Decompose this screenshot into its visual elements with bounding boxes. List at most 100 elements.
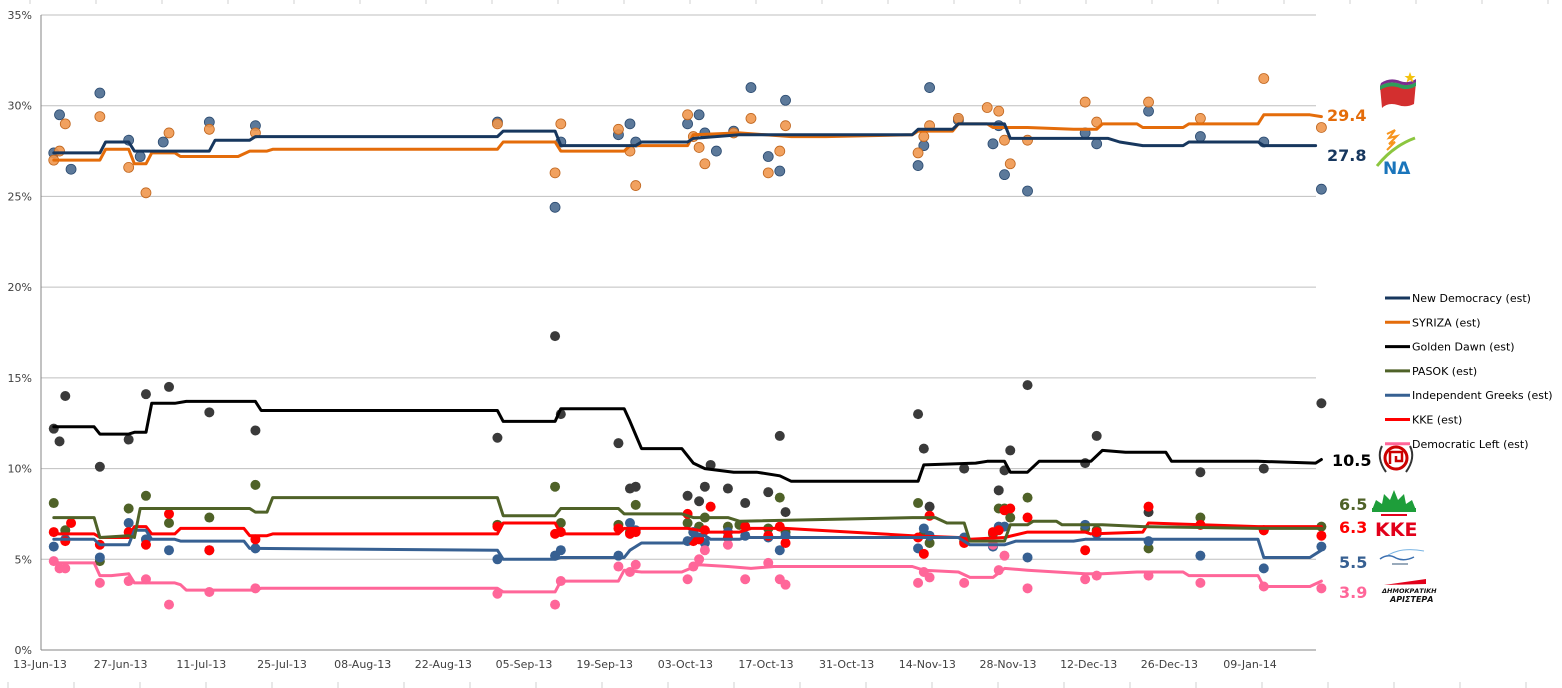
legend-label: New Democracy (est) — [1412, 292, 1531, 305]
end-value-label: 6.3 — [1339, 518, 1367, 537]
poll-point — [774, 545, 785, 556]
poll-point — [1143, 543, 1154, 554]
poll-point — [630, 499, 641, 510]
poll-point — [1258, 463, 1269, 474]
poll-point — [94, 577, 105, 588]
poll-point — [624, 518, 635, 528]
legend-label: Golden Dawn (est) — [1412, 341, 1515, 354]
x-tick-label: 25-Jul-13 — [257, 658, 307, 671]
poll-point — [999, 169, 1010, 181]
poll-point — [1316, 398, 1327, 409]
poll-point — [993, 525, 1004, 536]
poll-point — [924, 572, 935, 583]
poll-point — [1316, 541, 1327, 552]
points-democratic-left-est — [48, 539, 1327, 610]
poll-point — [60, 391, 71, 401]
x-tick-label: 13-Jun-13 — [13, 658, 67, 671]
end-value-label: 10.5 — [1332, 451, 1371, 470]
poll-point — [1258, 73, 1270, 84]
poll-point — [163, 127, 175, 139]
poll-point — [913, 409, 924, 420]
poll-point — [993, 105, 1005, 117]
poll-point — [682, 518, 693, 528]
poll-point — [693, 109, 705, 121]
y-tick-label: 5% — [15, 553, 32, 566]
end-value-label: 3.9 — [1339, 583, 1367, 602]
trend-line — [52, 113, 1323, 166]
poll-point — [682, 490, 693, 501]
legend-label: Independent Greeks (est) — [1412, 389, 1553, 402]
x-tick-label: 17-Oct-13 — [738, 658, 793, 671]
poll-point — [123, 503, 134, 514]
democratic-left-logo-icon: ΔΗΜΟΚΡΑΤΙΚΗ ΑΡΙΣΤΕΡΑ — [1381, 579, 1437, 604]
poll-point — [1143, 501, 1154, 512]
poll-point — [682, 109, 693, 121]
y-tick-label: 0% — [15, 644, 32, 657]
poll-point — [1258, 563, 1269, 574]
poll-point — [918, 523, 929, 534]
dimar-logo-line1: ΔΗΜΟΚΡΑΤΙΚΗ — [1381, 587, 1437, 595]
x-tick-label: 05-Sep-13 — [496, 658, 553, 671]
poll-point — [694, 554, 705, 565]
poll-point — [924, 510, 935, 521]
poll-point — [774, 492, 785, 503]
poll-point — [60, 563, 71, 574]
points-new-democracy-est — [48, 82, 1327, 213]
poll-point — [164, 518, 175, 528]
poll-point — [918, 131, 930, 142]
poll-point — [1022, 492, 1033, 503]
x-tick-label: 19-Sep-13 — [576, 658, 633, 671]
poll-point — [66, 518, 77, 528]
poll-point — [699, 158, 711, 170]
poll-point — [140, 187, 152, 199]
poll-point — [140, 389, 151, 400]
poll-point — [745, 113, 757, 124]
poll-point — [705, 459, 716, 470]
poll-point — [1022, 380, 1033, 391]
kke-logo-icon: KKE — [1375, 514, 1417, 541]
poll-point — [959, 463, 970, 474]
poll-point — [204, 545, 215, 556]
poll-point — [1316, 530, 1327, 541]
y-axis-ticks: 0% 5% 10% 15% 20% 25% 30% 35% — [8, 9, 32, 657]
poll-point — [164, 508, 175, 519]
y-tick-label: 15% — [8, 372, 32, 385]
poll-point — [54, 109, 65, 121]
trend-line — [52, 122, 1318, 155]
golden-dawn-logo-icon — [1378, 445, 1414, 473]
poll-point — [555, 518, 566, 528]
poll-point — [1022, 583, 1033, 594]
independent-greeks-logo-icon — [1379, 549, 1425, 565]
poll-point — [613, 561, 624, 572]
poll-point — [555, 118, 567, 130]
poll-point — [1091, 527, 1102, 538]
poll-point — [999, 134, 1010, 146]
poll-point — [613, 438, 624, 449]
poll-point — [48, 498, 59, 509]
end-value-label: 5.5 — [1339, 553, 1367, 572]
poll-point — [1143, 96, 1154, 108]
poll-point — [203, 123, 215, 135]
poll-point — [48, 541, 59, 552]
syriza-logo-icon — [1380, 72, 1416, 108]
poll-point — [999, 550, 1010, 561]
poll-point — [204, 586, 215, 597]
kke-logo-text: KKE — [1375, 519, 1417, 541]
poll-point — [48, 527, 59, 538]
poll-point — [1316, 122, 1327, 133]
axes — [40, 15, 1316, 651]
poll-point — [624, 118, 636, 130]
poll-point — [550, 599, 561, 610]
trend-line — [52, 496, 1323, 543]
poll-point — [774, 430, 785, 441]
poll-point — [549, 167, 561, 179]
poll-point — [1022, 512, 1033, 523]
poll-point — [745, 82, 757, 93]
poll-point — [164, 599, 175, 610]
poll-point — [60, 536, 71, 547]
poll-point — [555, 545, 566, 556]
x-tick-label: 11-Jul-13 — [176, 658, 226, 671]
poll-point — [694, 496, 705, 507]
poll-point — [1195, 512, 1206, 523]
poll-point — [774, 165, 786, 177]
